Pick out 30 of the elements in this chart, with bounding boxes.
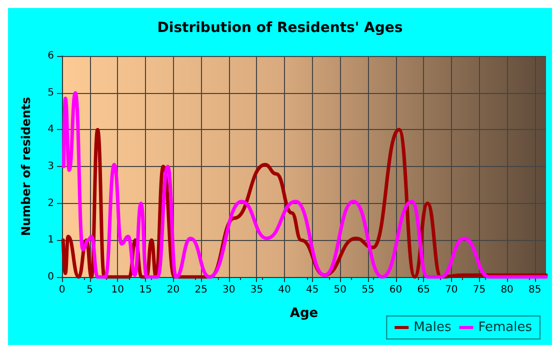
x-tick-label: 45 [306, 284, 319, 296]
y-tick-label: 5 [48, 87, 54, 98]
x-tick-label: 65 [417, 284, 430, 296]
chart-title: Distribution of Residents' Ages [157, 20, 403, 36]
x-tick-label: 55 [362, 284, 374, 296]
x-tick-label: 70 [445, 284, 458, 296]
x-tick-label: 30 [222, 284, 236, 296]
x-tick-label: 20 [166, 284, 180, 296]
y-tick-label: 0 [48, 272, 54, 282]
y-tick-label: 6 [48, 50, 54, 62]
y-tick-label: 2 [48, 198, 54, 209]
x-axis-title: Age [290, 306, 318, 321]
y-axis-title: Number of residents [19, 96, 33, 236]
x-tick-label: 15 [139, 284, 152, 296]
x-tick-label: 0 [58, 284, 66, 296]
x-tick-label: 5 [86, 284, 94, 296]
x-tick-label: 75 [472, 284, 486, 296]
x-tick-label: 85 [528, 284, 542, 296]
x-tick-label: 50 [334, 284, 347, 296]
x-tick-label: 60 [389, 284, 402, 296]
legend-label: Males [414, 320, 452, 335]
x-tick-label: 35 [250, 284, 264, 296]
x-tick-label: 25 [194, 284, 208, 296]
legend-label: Females [478, 320, 532, 335]
y-tick-label: 3 [48, 161, 54, 172]
x-tick-label: 80 [500, 284, 514, 296]
x-tick-label: 10 [111, 284, 124, 296]
y-tick-label: 4 [48, 124, 54, 136]
x-tick-label: 40 [278, 284, 291, 296]
y-tick-label: 1 [48, 234, 54, 246]
